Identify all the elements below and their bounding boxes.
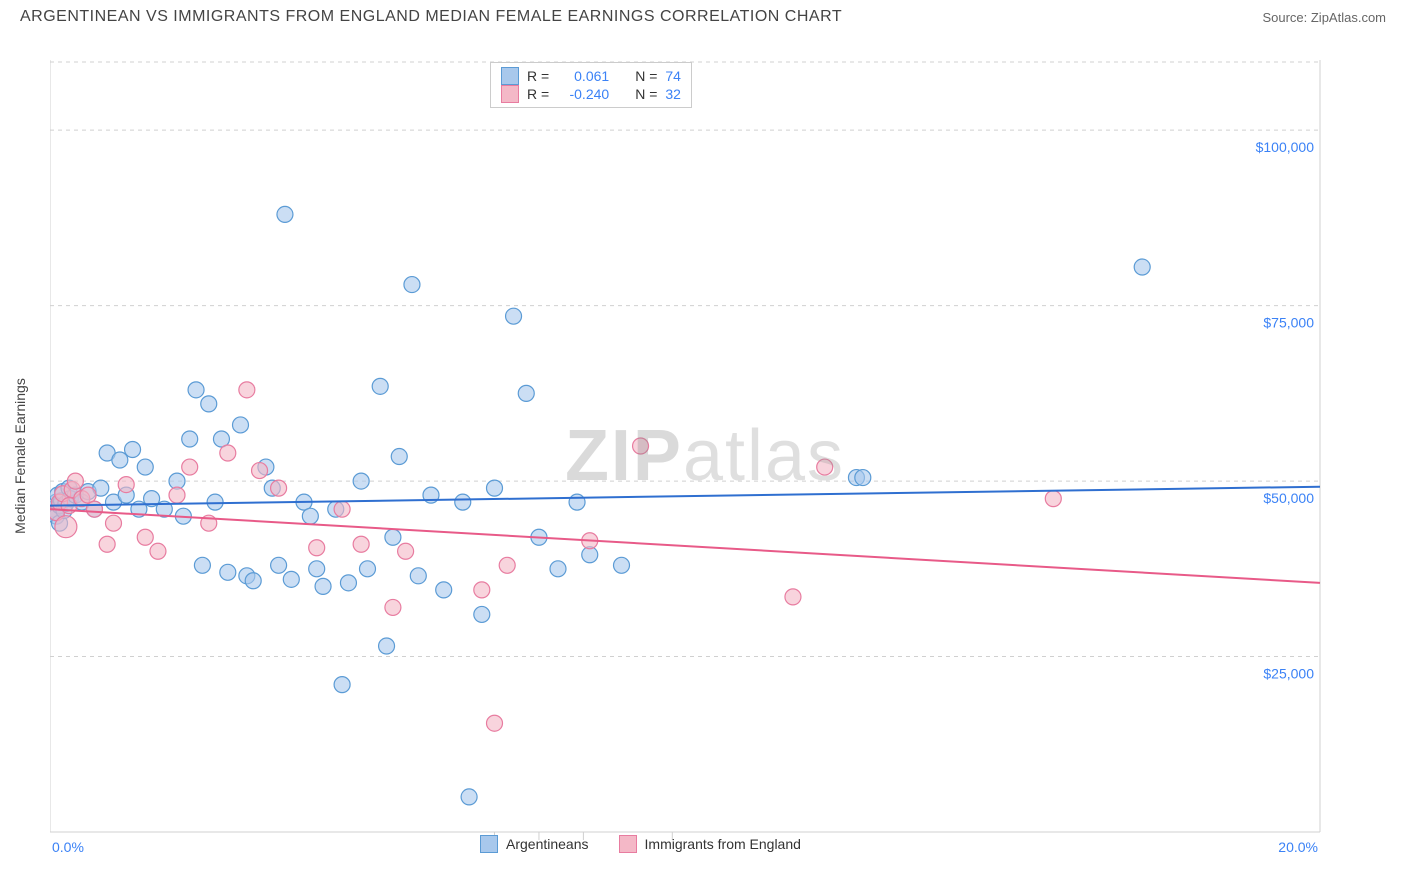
legend-swatch (501, 67, 519, 85)
data-point (137, 459, 153, 475)
data-point (99, 536, 115, 552)
data-point (283, 571, 299, 587)
data-point (277, 206, 293, 222)
legend-stat-row: R = 0.061 N = 74 (501, 67, 681, 85)
legend-label: Immigrants from England (645, 836, 801, 852)
data-point (125, 442, 141, 458)
data-point (410, 568, 426, 584)
legend-label: Argentineans (506, 836, 589, 852)
data-point (474, 582, 490, 598)
data-point (150, 543, 166, 559)
legend-swatch (619, 835, 637, 853)
data-point (169, 487, 185, 503)
data-point (404, 277, 420, 293)
r-label: R = (527, 86, 549, 102)
source-label: Source: ZipAtlas.com (1262, 10, 1386, 25)
n-value: 74 (665, 68, 681, 84)
data-point (194, 557, 210, 573)
data-point (188, 382, 204, 398)
data-point (379, 638, 395, 654)
data-point (817, 459, 833, 475)
data-point (239, 382, 255, 398)
data-point (182, 459, 198, 475)
y-tick-label: $75,000 (1263, 315, 1314, 331)
data-point (785, 589, 801, 605)
data-point (569, 494, 585, 510)
data-point (518, 385, 534, 401)
data-point (855, 470, 871, 486)
n-label: N = (635, 68, 657, 84)
x-tick-label: 20.0% (1278, 839, 1318, 852)
data-point (220, 445, 236, 461)
data-point (391, 449, 407, 465)
data-point (271, 557, 287, 573)
data-point (372, 378, 388, 394)
legend-stat-row: R = -0.240 N = 32 (501, 85, 681, 103)
data-point (353, 473, 369, 489)
data-point (106, 515, 122, 531)
data-point (315, 578, 331, 594)
data-point (201, 396, 217, 412)
legend-series-item: Argentineans (480, 835, 589, 853)
legend-series: Argentineans Immigrants from England (480, 835, 801, 853)
data-point (633, 438, 649, 454)
data-point (385, 599, 401, 615)
data-point (455, 494, 471, 510)
data-point (1134, 259, 1150, 275)
data-point (614, 557, 630, 573)
data-point (309, 540, 325, 556)
chart-area: Median Female Earnings $25,000$50,000$75… (50, 60, 1360, 852)
data-point (220, 564, 236, 580)
chart-title: ARGENTINEAN VS IMMIGRANTS FROM ENGLAND M… (20, 8, 842, 26)
legend-stats: R = 0.061 N = 74 R = -0.240 N = 32 (490, 62, 692, 108)
r-label: R = (527, 68, 549, 84)
data-point (1045, 491, 1061, 507)
data-point (487, 480, 503, 496)
data-point (499, 557, 515, 573)
y-tick-label: $25,000 (1263, 666, 1314, 682)
data-point (385, 529, 401, 545)
data-point (360, 561, 376, 577)
r-value: -0.240 (557, 86, 609, 102)
scatter-chart: $25,000 $50,000 $75,000 $100,000 0.0% 20.0% (50, 60, 1360, 852)
data-point (334, 501, 350, 517)
data-point (353, 536, 369, 552)
data-point (550, 561, 566, 577)
data-point (271, 480, 287, 496)
legend-swatch (501, 85, 519, 103)
y-tick-label: $100,000 (1256, 139, 1315, 155)
data-point (55, 516, 77, 538)
x-tick-label: 0.0% (52, 839, 84, 852)
data-point (137, 529, 153, 545)
n-label: N = (635, 86, 657, 102)
data-point (487, 715, 503, 731)
data-point (245, 573, 261, 589)
data-point (112, 452, 128, 468)
legend-series-item: Immigrants from England (619, 835, 801, 853)
data-point (252, 463, 268, 479)
legend-swatch (480, 835, 498, 853)
n-value: 32 (665, 86, 681, 102)
data-point (474, 606, 490, 622)
data-point (182, 431, 198, 447)
data-point (233, 417, 249, 433)
data-point (302, 508, 318, 524)
data-point (86, 501, 102, 517)
data-point (398, 543, 414, 559)
data-point (461, 789, 477, 805)
data-point (118, 477, 134, 493)
data-point (334, 677, 350, 693)
data-point (436, 582, 452, 598)
data-point (506, 308, 522, 324)
y-tick-label: $50,000 (1263, 490, 1314, 506)
data-point (67, 473, 83, 489)
data-point (340, 575, 356, 591)
data-point (309, 561, 325, 577)
y-axis-label: Median Female Earnings (12, 378, 28, 534)
r-value: 0.061 (557, 68, 609, 84)
trend-line (50, 487, 1320, 506)
